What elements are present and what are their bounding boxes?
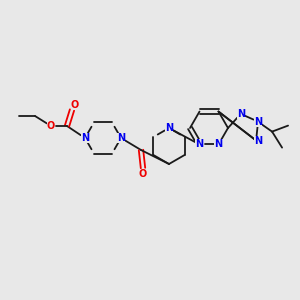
Text: O: O (47, 121, 55, 131)
Text: N: N (165, 123, 173, 133)
Text: N: N (195, 140, 204, 149)
Text: N: N (117, 133, 125, 143)
Text: N: N (254, 117, 262, 127)
Text: N: N (254, 136, 262, 146)
Text: O: O (139, 169, 147, 179)
Text: N: N (214, 140, 223, 149)
Text: N: N (81, 133, 89, 143)
Text: N: N (237, 109, 245, 119)
Text: O: O (71, 100, 79, 110)
